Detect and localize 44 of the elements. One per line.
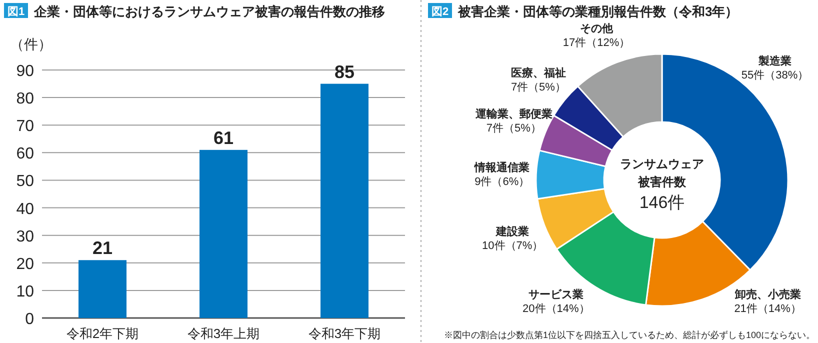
- y-axis-title: （件）: [10, 36, 52, 52]
- y-tick-label: 80: [16, 90, 34, 108]
- slice-label: 情報通信業: [474, 161, 530, 174]
- data-label: 61: [213, 128, 234, 148]
- y-tick-label: 30: [16, 228, 34, 246]
- data-label: 9件（6%）: [474, 176, 530, 188]
- text: ランサムウェア: [620, 157, 704, 171]
- slice-label: 運輸業、郵便業: [474, 108, 552, 121]
- y-tick-label: 90: [16, 63, 34, 80]
- x-tick-label: 令和3年上期: [187, 326, 260, 341]
- text: ※図中の割合は少数点第1位以下を四捨五入しているため、総計が必ずしも100にならない。: [444, 330, 815, 340]
- slice-label: 建設業: [495, 225, 530, 238]
- data-label: 10件（7%）: [482, 240, 544, 252]
- chart-title: 企業・団体等におけるランサムウェア被害の報告件数の推移: [33, 4, 385, 19]
- text: 146件: [639, 193, 685, 212]
- y-tick-label: 50: [16, 173, 34, 190]
- data-label: 17件（12%）: [562, 37, 630, 49]
- data-label: 21件（14%）: [734, 303, 802, 315]
- x-tick-label: 令和3年下期: [308, 326, 381, 341]
- y-tick-label: 0: [25, 311, 34, 328]
- data-label: 7件（5%）: [510, 81, 566, 94]
- slice-label: 医療、福祉: [510, 66, 566, 80]
- text: 被害件数: [637, 175, 687, 189]
- data-label: 20件（14%）: [522, 303, 590, 315]
- slice-label: その他: [580, 22, 614, 35]
- bar: [320, 84, 368, 318]
- bar: [200, 150, 248, 318]
- slice-label: 卸売、小売業: [734, 288, 801, 301]
- data-label: 7件（5%）: [486, 122, 542, 135]
- caption: 図1: [7, 6, 25, 18]
- y-tick-label: 60: [16, 146, 34, 163]
- x-tick-label: 令和2年下期: [66, 326, 139, 341]
- slice-label: サービス業: [528, 288, 584, 301]
- y-tick-label: 40: [16, 200, 34, 218]
- data-label: 55件（38%）: [741, 70, 809, 82]
- y-tick-label: 70: [16, 118, 34, 136]
- data-label: 85: [334, 62, 355, 82]
- data-label: 21: [92, 238, 113, 258]
- chart-title: 被害企業・団体等の業種別報告件数（令和3年）: [457, 4, 738, 19]
- y-tick-label: 20: [16, 256, 34, 273]
- slice-label: 製造業: [758, 54, 792, 68]
- y-tick-label: 10: [16, 283, 34, 300]
- bar: [78, 260, 126, 318]
- caption: 図2: [431, 6, 449, 18]
